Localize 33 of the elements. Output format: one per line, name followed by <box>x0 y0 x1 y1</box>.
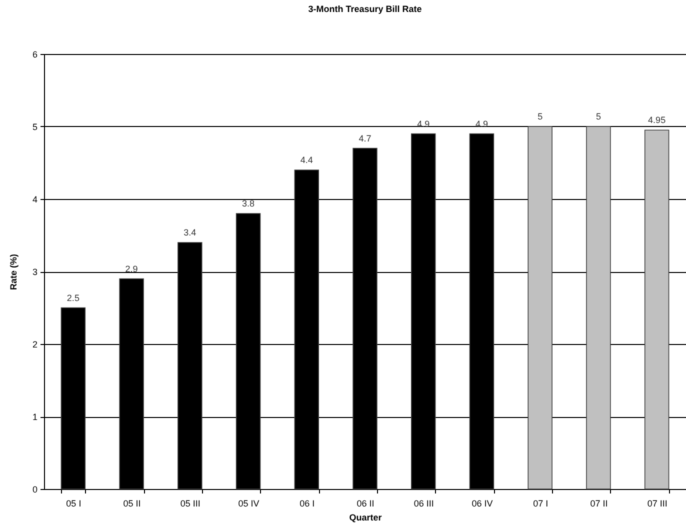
y-tick-label: 3 <box>32 267 38 277</box>
data-label: 3.8 <box>242 198 255 208</box>
y-tick-label: 5 <box>32 122 38 132</box>
bar <box>586 126 611 490</box>
data-label: 4.7 <box>358 133 372 144</box>
x-tick-label: 05 III <box>180 498 200 508</box>
data-label: 5 <box>538 112 543 122</box>
x-tick-label: 06 III <box>414 498 434 508</box>
data-label: 4.4 <box>300 155 313 165</box>
y-tick-label: 4 <box>32 194 38 204</box>
x-tick-label: 06 II <box>356 498 374 508</box>
bar <box>644 130 670 490</box>
x-tick-label: 06 IV <box>472 498 493 508</box>
data-label: 2.5 <box>66 292 80 303</box>
x-tick-label: 07 I <box>533 498 548 508</box>
x-tick-label: 05 I <box>66 498 82 508</box>
x-axis-title: Quarter <box>349 512 382 522</box>
y-tick-label: 6 <box>32 50 38 60</box>
data-label: 4.95 <box>648 115 666 126</box>
y-tick-label: 0 <box>32 484 38 494</box>
y-axis-title: Rate (%) <box>8 254 18 290</box>
x-tick-label: 07 III <box>647 498 668 508</box>
x-tick-label: 06 I <box>300 498 315 508</box>
data-label: 5 <box>596 112 601 122</box>
x-tick-label: 05 IV <box>238 498 260 508</box>
y-tick-label: 2 <box>32 340 38 350</box>
data-label: 2.9 <box>125 264 138 274</box>
x-tick-label: 07 II <box>590 498 608 508</box>
data-label: 3.4 <box>184 228 196 238</box>
chart-title: 3-Month Treasury Bill Rate <box>308 4 422 14</box>
y-tick-label: 1 <box>32 412 38 422</box>
bar <box>528 126 552 490</box>
x-tick-label: 05 II <box>123 498 141 508</box>
